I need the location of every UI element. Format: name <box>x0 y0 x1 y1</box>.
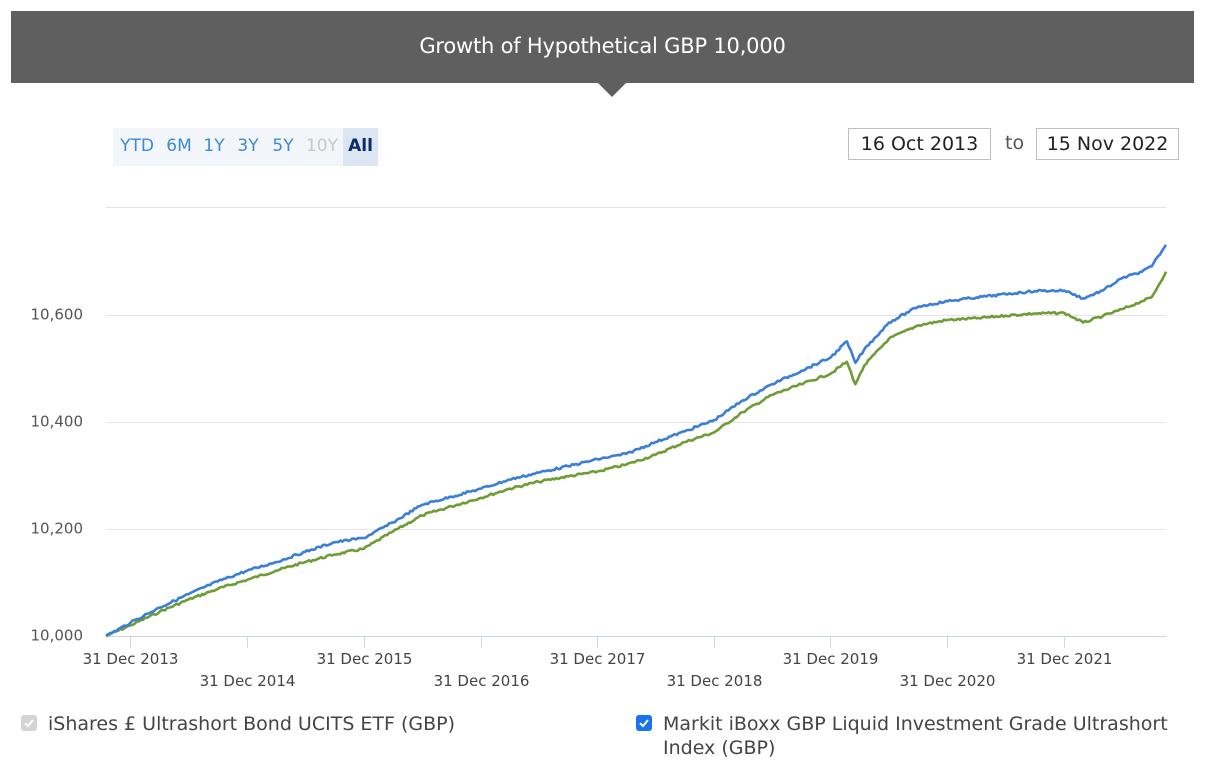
x-tick-label: 31 Dec 2014 <box>200 672 296 690</box>
range-tab-1y[interactable]: 1Y <box>203 136 225 156</box>
x-tick-label: 31 Dec 2013 <box>83 650 179 668</box>
chart-title: Growth of Hypothetical GBP 10,000 <box>419 34 786 58</box>
legend-item-fund[interactable]: iShares £ Ultrashort Bond UCITS ETF (GBP… <box>21 712 581 736</box>
checkbox-icon[interactable] <box>21 715 37 731</box>
range-tab-all[interactable]: All <box>343 128 378 166</box>
checkbox-icon[interactable] <box>636 715 652 731</box>
range-selector: YTD 6M 1Y 3Y 5Y 10Y All <box>113 128 378 166</box>
y-tick-label: 10,200 <box>31 520 84 538</box>
y-tick-label: 10,000 <box>31 627 84 645</box>
legend-label-fund: iShares £ Ultrashort Bond UCITS ETF (GBP… <box>48 713 456 735</box>
title-pointer <box>598 83 626 97</box>
y-tick-label: 10,400 <box>31 413 84 431</box>
range-tab-5y[interactable]: 5Y <box>272 136 294 156</box>
range-tab-10y: 10Y <box>305 136 339 156</box>
x-tick-label: 31 Dec 2019 <box>783 650 879 668</box>
x-tick-label: 31 Dec 2016 <box>434 672 530 690</box>
x-axis: 31 Dec 2013 31 Dec 2014 31 Dec 2015 31 Dec … <box>83 636 1166 690</box>
series-line-index <box>105 271 1168 638</box>
date-range-separator: to <box>1005 132 1025 154</box>
legend-label-index: Markit iBoxx GBP Liquid Investment Grade… <box>663 713 1168 759</box>
gridlines <box>106 207 1166 530</box>
range-tab-3y[interactable]: 3Y <box>237 136 259 156</box>
x-tick-label: 31 Dec 2018 <box>667 672 763 690</box>
x-tick-label: 31 Dec 2020 <box>900 672 996 690</box>
series-lines <box>105 244 1168 638</box>
x-tick-label: 31 Dec 2017 <box>550 650 646 668</box>
range-tab-6m[interactable]: 6M <box>166 136 192 156</box>
y-tick-label: 10,600 <box>31 306 84 324</box>
y-axis-ticks: 10,000 10,200 10,400 10,600 <box>31 306 84 645</box>
x-tick-label: 31 Dec 2021 <box>1017 650 1113 668</box>
range-tab-ytd[interactable]: YTD <box>120 136 154 156</box>
end-date-input[interactable]: 15 Nov 2022 <box>1036 128 1179 160</box>
x-tick-label: 31 Dec 2015 <box>317 650 413 668</box>
legend-item-index[interactable]: Markit iBoxx GBP Liquid Investment Grade… <box>636 712 1202 760</box>
start-date-input[interactable]: 16 Oct 2013 <box>848 128 991 160</box>
chart-title-bar: Growth of Hypothetical GBP 10,000 <box>11 11 1194 97</box>
series-line-fund <box>105 244 1168 638</box>
